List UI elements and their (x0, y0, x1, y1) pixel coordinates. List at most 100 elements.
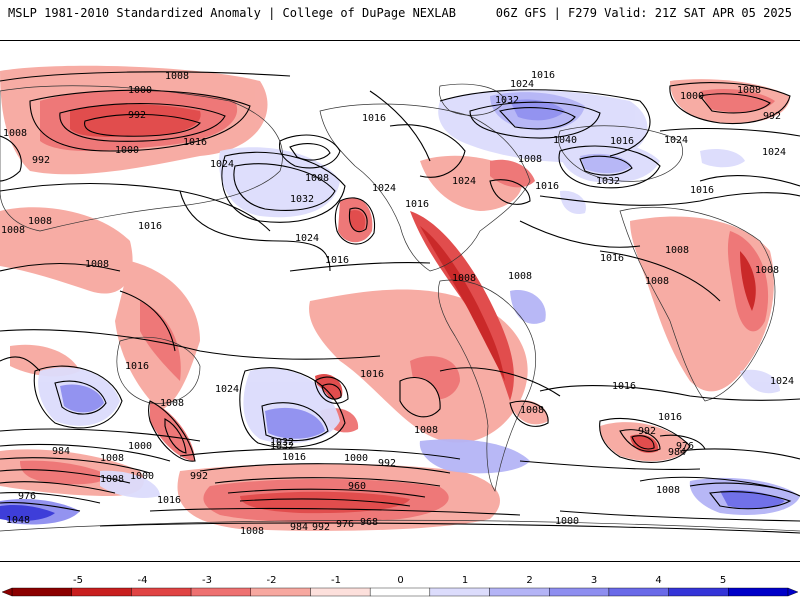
isobar-line (659, 434, 706, 450)
isobar-label: 1016 (658, 412, 682, 423)
isobar-line (348, 207, 368, 233)
isobar-label: 1032 (290, 194, 314, 205)
anomaly-patch (60, 384, 104, 413)
isobar-line (164, 418, 187, 454)
isobar-label: 1008 (645, 276, 669, 287)
anomaly-patch (219, 147, 340, 218)
isobar-label: 1016 (282, 452, 306, 463)
isobar-label: 1016 (610, 136, 634, 147)
colorbar-tick-label: 3 (591, 575, 597, 586)
isobar-line (699, 175, 800, 187)
anomaly-patch (140, 301, 181, 381)
isobar-line (0, 262, 121, 272)
anomaly-patch (419, 439, 530, 474)
isobar-line (539, 384, 800, 401)
isobar-label: 1000 (130, 471, 154, 482)
isobar-label: 992 (638, 426, 656, 437)
colorbar-tick-label: 4 (655, 575, 661, 586)
isobar-line (0, 329, 381, 360)
isobar-label: 1016 (125, 361, 149, 372)
anomaly-patch (400, 377, 440, 416)
isobar-label: 1024 (372, 183, 396, 194)
isobar-label: 1032 (596, 176, 620, 187)
colorbar-tick-label: 0 (397, 575, 403, 586)
north-america-coast (319, 103, 531, 272)
isobar-label: 1008 (160, 398, 184, 409)
isobar-label: 1008 (520, 405, 544, 416)
colorbar-tick-label: 1 (462, 575, 468, 586)
isobar-line (519, 220, 641, 248)
isobar-label: 1008 (518, 154, 542, 165)
isobar-label: 1016 (612, 381, 636, 392)
isobar-label: 1016 (157, 495, 181, 506)
isobar-label: 976 (336, 519, 354, 530)
isobar-label: 1008 (755, 265, 779, 276)
isobar-line (599, 418, 691, 463)
isobar-label: 1016 (531, 70, 555, 81)
isobar-line (0, 457, 151, 474)
colorbar-swatch (369, 587, 431, 597)
anomaly-patch (265, 407, 325, 439)
colorbar-tick-label: -1 (331, 575, 341, 586)
isobar-label: 1008 (508, 271, 532, 282)
anomaly-patch (20, 460, 110, 485)
colorbar-swatch (429, 587, 490, 597)
anomaly-patch (410, 211, 514, 401)
isobar-line (519, 460, 701, 470)
isobar-label: 984 (290, 522, 308, 533)
isobar-labels: 1008 1000 992 1008 1000 992 1008 1016 10… (1, 70, 794, 537)
isobar-line (579, 155, 633, 176)
colorbar-canvas: -5 -4 -3 -2 -1 0 1 2 3 4 5 (1, 575, 799, 597)
isobar-label: 1016 (138, 221, 162, 232)
isobar-line (147, 400, 196, 462)
anomaly-patch (740, 369, 780, 394)
isobar-label: 1008 (737, 85, 761, 96)
isobar-label: 976 (18, 491, 36, 502)
anomaly-patch (740, 251, 756, 311)
isobar-label: 1008 (656, 485, 680, 496)
isobar-line (0, 356, 41, 372)
isobar-label: 992 (128, 110, 146, 121)
map-canvas: 1008 1000 992 1008 1000 992 1008 1016 10… (0, 65, 800, 537)
colorbar-tick-label: -5 (73, 575, 83, 586)
colorbar-swatch (310, 587, 371, 597)
map-title: MSLP 1981-2010 Standardized Anomaly | Co… (8, 6, 456, 20)
isobar-label: 1016 (362, 113, 386, 124)
isobar-label: 992 (312, 522, 330, 533)
isobar-label: 1024 (452, 176, 476, 187)
isobar-label: 1024 (664, 135, 688, 146)
anomaly-patch (560, 190, 586, 215)
anomaly-patch (510, 99, 565, 121)
anomaly-patch (150, 401, 195, 461)
isobar-label: 992 (32, 155, 50, 166)
isobar-line (278, 134, 341, 169)
isobar-line (289, 262, 431, 272)
isobar-line (149, 507, 521, 516)
isobar-label: 1048 (6, 515, 30, 526)
isobar-label: 1024 (770, 376, 794, 387)
europe-coast (558, 125, 683, 182)
isobar-label: 976 (676, 441, 694, 452)
colorbar-swatch (549, 587, 610, 597)
colorbar-tick-label: -2 (267, 575, 277, 586)
colorbar-swatch (11, 587, 72, 597)
colorbar: -5 -4 -3 -2 -1 0 1 2 3 4 5 (0, 570, 800, 600)
anomaly-patch (510, 290, 546, 324)
coastlines (0, 83, 800, 532)
isobar-label: 1008 (1, 225, 25, 236)
isobar-label: 984 (52, 446, 70, 457)
isobar-label: 992 (378, 458, 396, 469)
isobar-line (509, 400, 549, 427)
isobar-line (0, 182, 271, 232)
africa-coast (619, 206, 776, 402)
isobar-line (233, 163, 336, 211)
isobar-line (84, 113, 201, 137)
isobar-label: 1000 (115, 145, 139, 156)
isobar-label: 1016 (690, 185, 714, 196)
isobar-line (0, 469, 131, 484)
isobar-line (489, 179, 531, 205)
isobar-line (59, 103, 226, 142)
isobar-line (54, 380, 107, 415)
isobar-line (179, 448, 461, 460)
isobar-label: 1008 (414, 425, 438, 436)
